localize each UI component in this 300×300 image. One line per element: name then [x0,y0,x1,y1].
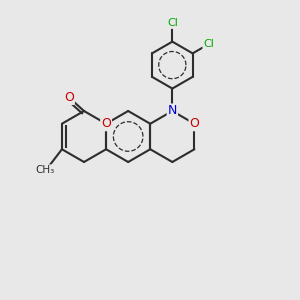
Text: Cl: Cl [203,39,214,49]
Text: CH₃: CH₃ [35,165,54,175]
Text: N: N [168,104,177,118]
Text: Cl: Cl [167,18,178,28]
Text: O: O [64,91,74,104]
Text: O: O [101,117,111,130]
Text: O: O [190,117,200,130]
